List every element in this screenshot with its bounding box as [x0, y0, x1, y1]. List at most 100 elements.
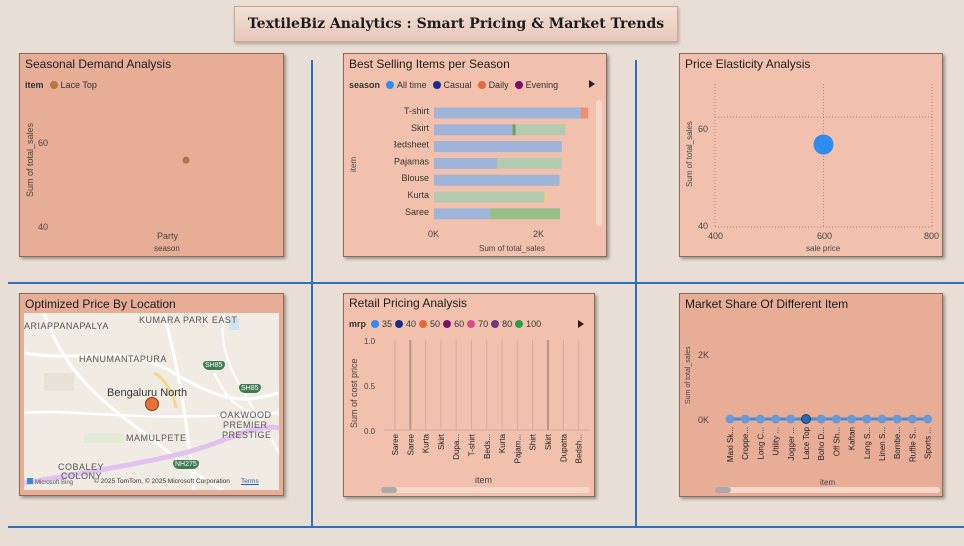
- bar[interactable]: [455, 340, 457, 430]
- bar[interactable]: [562, 340, 564, 430]
- highway-shield: NH275: [173, 460, 199, 469]
- x-axis-label: Sum of total_sales: [479, 244, 545, 253]
- map-label: ARIAPPANAPALYA: [24, 321, 109, 331]
- data-point[interactable]: [923, 414, 933, 424]
- legend-item[interactable]: Lace Top: [49, 80, 97, 90]
- bar[interactable]: [486, 340, 488, 430]
- bar-segment[interactable]: [544, 191, 547, 203]
- legend-item[interactable]: 50: [419, 319, 440, 329]
- legend-item[interactable]: Daily: [477, 80, 509, 90]
- x-tick-label: Sports ...: [924, 427, 933, 459]
- divider-right: [635, 60, 637, 526]
- price-elasticity-card[interactable]: Price Elasticity Analysis Sum of total_s…: [679, 53, 943, 257]
- windows-logo-icon: [27, 478, 33, 484]
- bar-segment[interactable]: [434, 157, 497, 169]
- data-point[interactable]: [771, 414, 781, 424]
- legend-item[interactable]: All time: [386, 80, 427, 90]
- retail-pricing-card[interactable]: Retail Pricing Analysis mrp 35 40 50 60 …: [343, 293, 595, 497]
- bar[interactable]: [578, 340, 580, 430]
- bar-segment[interactable]: [515, 124, 566, 136]
- bar[interactable]: [394, 340, 396, 430]
- legend-item[interactable]: 60: [443, 319, 464, 329]
- data-point[interactable]: [725, 414, 735, 424]
- vertical-scrollbar[interactable]: [596, 100, 602, 226]
- x-tick-label: Jogger ...: [787, 427, 796, 460]
- legend-item[interactable]: 70: [467, 319, 488, 329]
- data-point[interactable]: [862, 414, 872, 424]
- bar-segment[interactable]: [581, 107, 589, 119]
- x-tick: 800: [924, 231, 940, 241]
- x-tick-label: Linen S...: [878, 427, 887, 461]
- data-point[interactable]: [755, 414, 765, 424]
- card-title: Price Elasticity Analysis: [685, 57, 811, 71]
- bar[interactable]: [471, 340, 472, 430]
- horizontal-scrollbar[interactable]: [381, 487, 590, 493]
- bar-segment[interactable]: [434, 174, 560, 186]
- data-point[interactable]: [816, 414, 826, 424]
- highway-shield: SH85: [203, 361, 225, 370]
- bar-segment[interactable]: [434, 124, 513, 136]
- data-point[interactable]: [847, 414, 857, 424]
- data-point[interactable]: [801, 414, 811, 424]
- y-tick: 60: [698, 124, 709, 134]
- bar[interactable]: [440, 340, 442, 430]
- y-tick: 60: [38, 138, 49, 148]
- bar-segment[interactable]: [512, 124, 516, 136]
- legend-item[interactable]: 35: [371, 319, 392, 329]
- legend: item Lace Top: [25, 80, 97, 90]
- data-point[interactable]: [907, 414, 917, 424]
- terms-link[interactable]: Terms: [241, 478, 259, 485]
- bar-segment[interactable]: [497, 157, 562, 169]
- data-point[interactable]: [786, 414, 796, 424]
- bar-segment[interactable]: [434, 208, 490, 220]
- scrollbar-thumb[interactable]: [715, 487, 731, 493]
- bar-segment[interactable]: [434, 191, 545, 203]
- bar[interactable]: [547, 340, 549, 430]
- data-point[interactable]: [831, 414, 841, 424]
- bar-segment[interactable]: [434, 141, 562, 153]
- x-tick-label: Bedsh...: [575, 434, 584, 463]
- bar-segment[interactable]: [489, 208, 560, 220]
- data-point[interactable]: [740, 414, 750, 424]
- y-axis-label: Sum of total_sales: [685, 121, 694, 187]
- x-tick-label: Long S...: [863, 427, 872, 459]
- market-share-card[interactable]: Market Share Of Different Item Sum of to…: [679, 293, 943, 497]
- x-tick-label: Dupa...: [452, 434, 461, 460]
- x-axis-label: sale price: [806, 244, 841, 253]
- x-axis-label: item: [475, 475, 493, 485]
- bar-segment[interactable]: [434, 107, 581, 119]
- legend-item[interactable]: 80: [491, 319, 512, 329]
- x-tick-label: Utility ...: [772, 427, 781, 455]
- legend-item[interactable]: 100: [515, 319, 541, 329]
- y-axis-label: item: [349, 156, 358, 172]
- bar[interactable]: [409, 340, 412, 430]
- retail-plot: Saree Saree Kurta Skirt Dupa... T-shirt Beds..…: [384, 340, 589, 463]
- map-label: KUMARA PARK EAST: [139, 315, 238, 325]
- divider-top: [8, 282, 964, 284]
- y-tick: 40: [698, 221, 709, 231]
- map-label: COLONY: [61, 471, 103, 481]
- data-point[interactable]: [877, 414, 887, 424]
- data-point[interactable]: [182, 156, 190, 164]
- data-point[interactable]: [892, 414, 902, 424]
- location-bubble[interactable]: [145, 397, 159, 411]
- bar[interactable]: [501, 340, 503, 430]
- legend-next-icon[interactable]: [578, 320, 584, 328]
- scrollbar-thumb[interactable]: [381, 487, 397, 493]
- x-tick-label: Saree: [406, 433, 415, 455]
- bar[interactable]: [425, 340, 427, 430]
- legend-item[interactable]: 40: [395, 319, 416, 329]
- horizontal-scrollbar[interactable]: [715, 487, 940, 493]
- bar[interactable]: [516, 340, 518, 430]
- x-tick-label: Skirt: [544, 433, 553, 450]
- data-point[interactable]: [813, 134, 834, 155]
- best-selling-card[interactable]: Best Selling Items per Season season All…: [343, 53, 607, 257]
- bar[interactable]: [532, 340, 534, 430]
- legend-item[interactable]: Casual: [432, 80, 472, 90]
- map[interactable]: KUMARA PARK EAST ARIAPPANAPALYA HANUMANT…: [24, 313, 279, 490]
- y-axis-label: Sum of cost price: [349, 358, 359, 428]
- location-map-card[interactable]: Optimized Price By Location KUMARA PARK …: [19, 293, 284, 496]
- legend-item[interactable]: Evening: [514, 80, 558, 90]
- legend-next-icon[interactable]: [589, 80, 595, 88]
- seasonal-demand-card[interactable]: Seasonal Demand Analysis item Lace Top S…: [19, 53, 284, 257]
